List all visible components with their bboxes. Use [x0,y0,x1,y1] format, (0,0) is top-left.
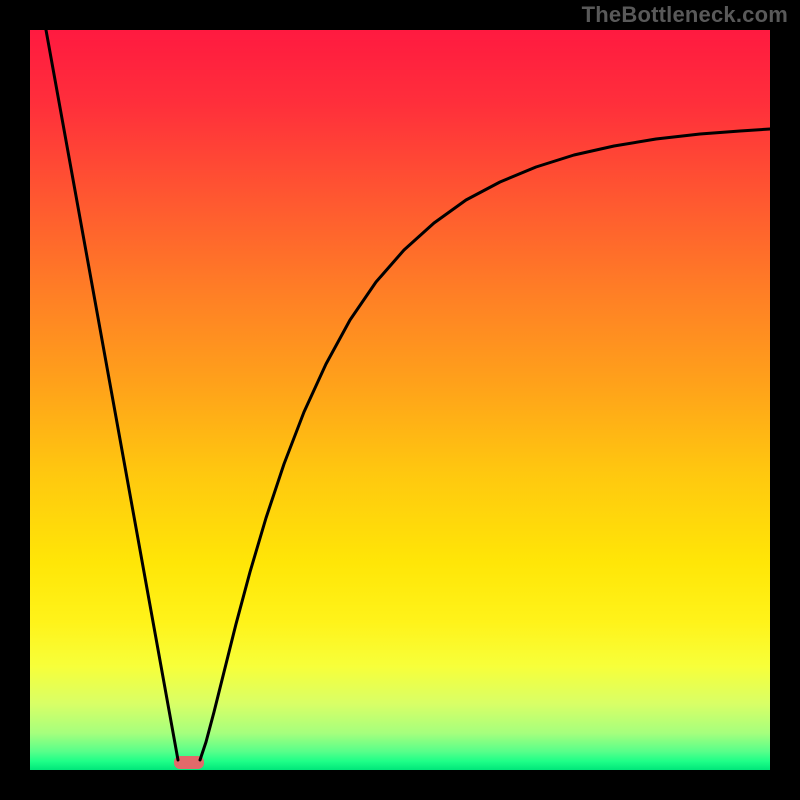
chart-container: TheBottleneck.com [0,0,800,800]
watermark-text: TheBottleneck.com [582,2,788,28]
curve-overlay [0,0,800,800]
